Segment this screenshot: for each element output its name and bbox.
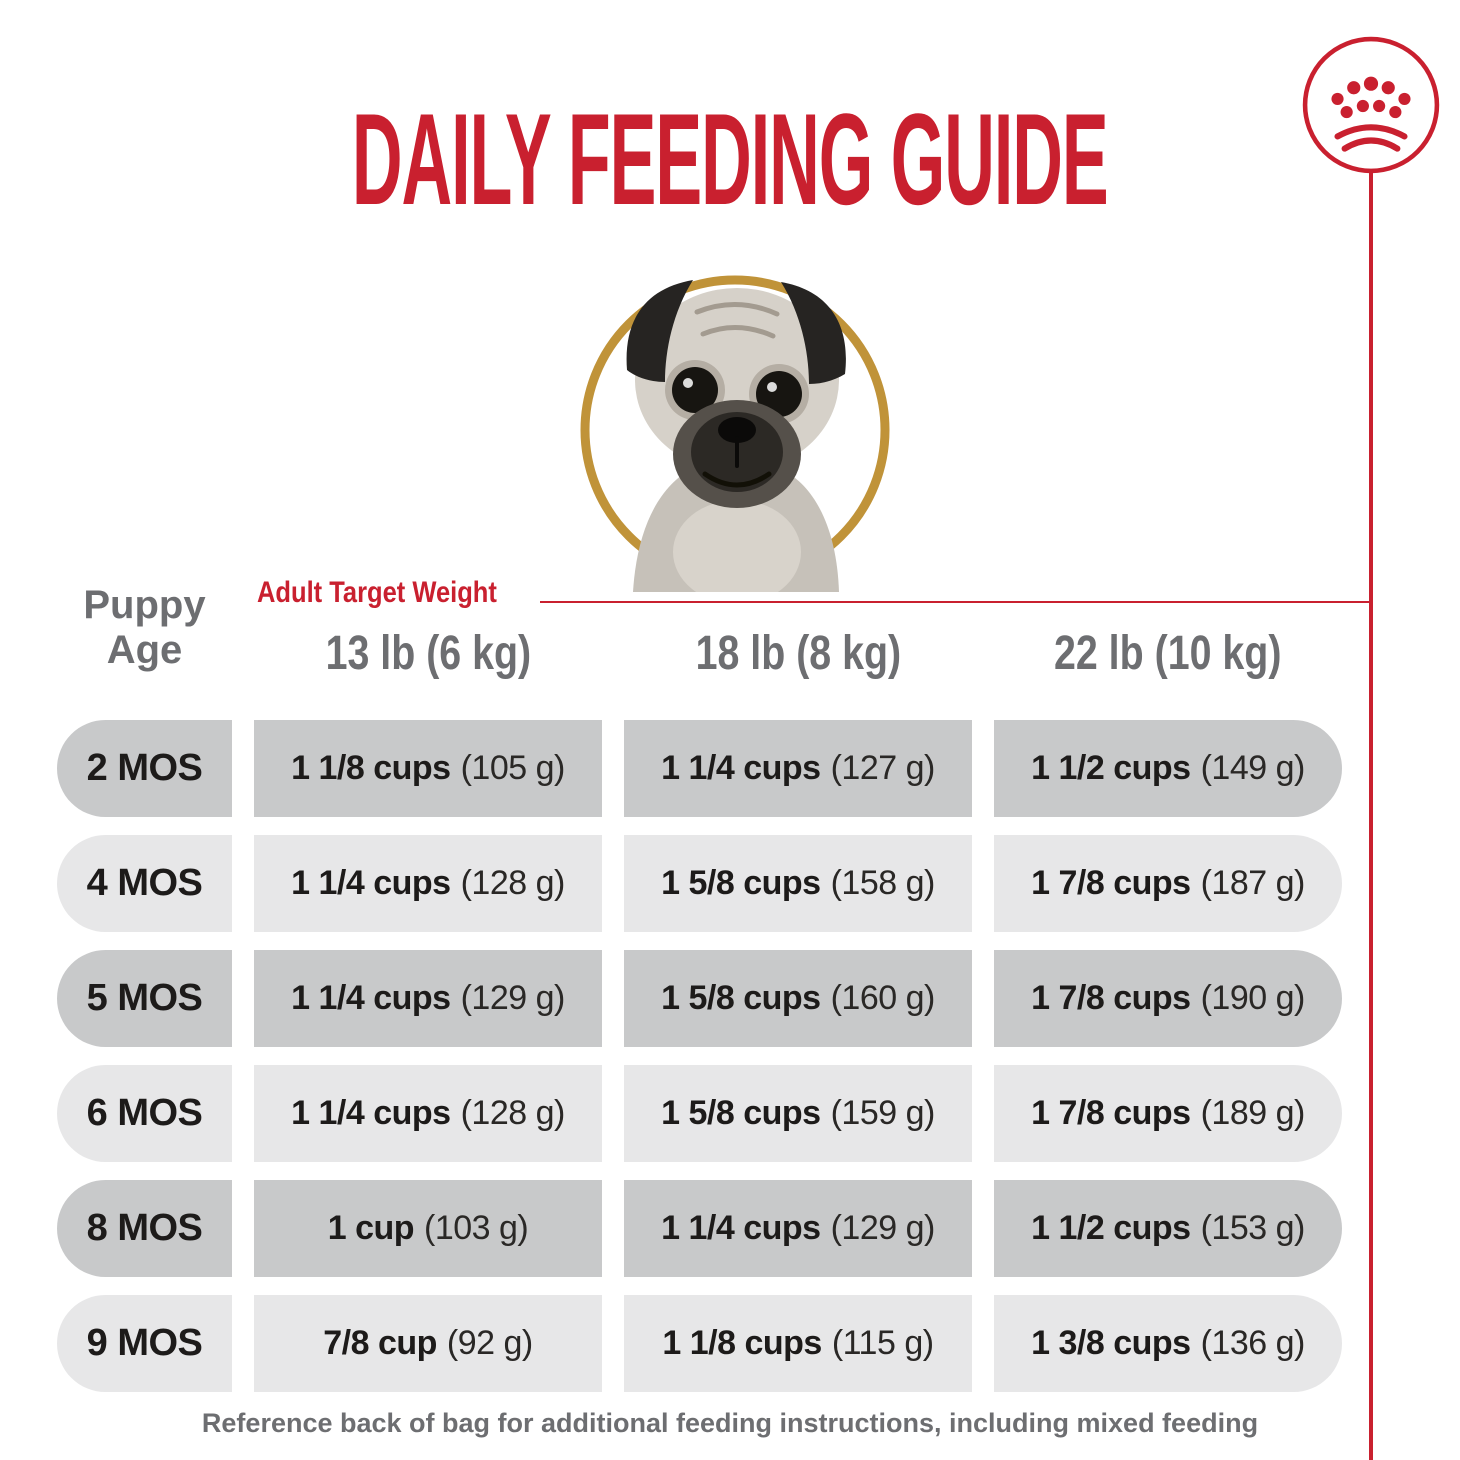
feeding-cell: 1 7/8 cups (190 g) [994,950,1342,1047]
age-cell: 6 MOS [57,1065,232,1162]
feeding-cell: 1 5/8 cups (158 g) [624,835,972,932]
feeding-cell: 1 1/2 cups (153 g) [994,1180,1342,1277]
page-title: DAILY FEEDING GUIDE [352,86,1109,232]
feeding-cell: 1 1/8 cups (115 g) [624,1295,972,1392]
feeding-table: 2 MOS 1 1/8 cups (105 g) 1 1/4 cups (127 g… [57,720,1342,1392]
age-cell: 2 MOS [57,720,232,817]
feeding-cell: 1 1/8 cups (105 g) [254,720,602,817]
feeding-cell: 1 cup (103 g) [254,1180,602,1277]
feeding-cell: 1 3/8 cups (136 g) [994,1295,1342,1392]
weight-divider-line [540,601,1372,603]
puppy-age-label: Puppy Age [83,583,206,672]
feeding-cell: 1 1/4 cups (128 g) [254,1065,602,1162]
footer-note: Reference back of bag for additional fee… [201,1408,1259,1438]
feeding-cell: 1 1/4 cups (129 g) [254,950,602,1047]
weight-header-row: 13 lb (6 kg) 18 lb (8 kg) 22 lb (10 kg) [57,626,1342,681]
feeding-cell: 7/8 cup (92 g) [254,1295,602,1392]
age-cell: 4 MOS [57,835,232,932]
pug-puppy-photo [580,275,890,592]
feeding-cell: 1 1/2 cups (149 g) [994,720,1342,817]
feeding-cell: 1 7/8 cups (187 g) [994,835,1342,932]
feeding-cell: 1 1/4 cups (127 g) [624,720,972,817]
adult-target-weight-label: Adult Target Weight [257,576,497,609]
weight-header-13lb: 13 lb (6 kg) [325,627,531,680]
age-cell: 8 MOS [57,1180,232,1277]
royal-canin-crown-icon [1302,36,1440,174]
age-cell: 5 MOS [57,950,232,1047]
feeding-cell: 1 7/8 cups (189 g) [994,1065,1342,1162]
brand-vertical-rule [1369,172,1373,1460]
page-title-wrap: DAILY FEEDING GUIDE [0,84,1460,234]
weight-header-22lb: 22 lb (10 kg) [1054,627,1282,680]
feeding-cell: 1 5/8 cups (159 g) [624,1065,972,1162]
feeding-cell: 1 1/4 cups (128 g) [254,835,602,932]
feeding-cell: 1 5/8 cups (160 g) [624,950,972,1047]
feeding-cell: 1 1/4 cups (129 g) [624,1180,972,1277]
weight-header-18lb: 18 lb (8 kg) [695,627,901,680]
age-cell: 9 MOS [57,1295,232,1392]
